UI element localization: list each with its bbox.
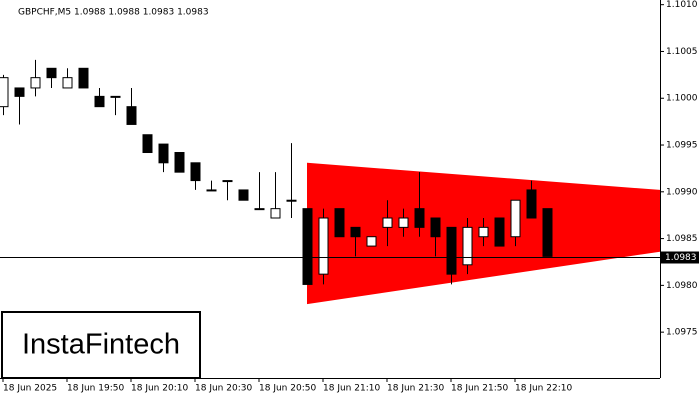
candle-body (382, 217, 393, 228)
candle-body (350, 226, 361, 238)
candle-body (510, 199, 521, 238)
candle-body (526, 189, 537, 219)
candle-body (94, 95, 105, 108)
candle-body (366, 236, 377, 247)
candle-body (478, 226, 489, 238)
candle-body (78, 67, 89, 89)
candle-body (158, 143, 169, 164)
candle-body (0, 77, 9, 108)
x-tick-label: 18 Jun 20:30 (195, 384, 252, 394)
logo: InstaFintech (22, 329, 180, 361)
candle-body (222, 180, 233, 183)
candle-body (30, 77, 41, 89)
y-tick-label: 1.0985 (666, 234, 698, 244)
candle-body (542, 208, 553, 257)
x-tick-label: 18 Jun 21:50 (451, 384, 508, 394)
candle-body (46, 67, 57, 79)
x-tick-label: 18 Jun 21:30 (387, 384, 444, 394)
x-tick-label: 18 Jun 21:10 (323, 384, 380, 394)
candle-body (462, 226, 473, 266)
logo-box (1, 311, 201, 379)
candle-body (318, 217, 329, 275)
candle-body (286, 199, 297, 202)
y-tick-label: 1.1010 (666, 0, 698, 10)
x-tick-label: 18 Jun 20:10 (131, 384, 188, 394)
y-tick-label: 1.0980 (666, 281, 698, 291)
x-tick-label: 18 Jun 22:10 (515, 384, 572, 394)
candle-body (206, 189, 217, 192)
plot-layer (0, 59, 553, 285)
last-price-box (661, 251, 699, 264)
candle-body (14, 87, 25, 97)
last-price-label: 1.0983 (665, 253, 697, 263)
candle-body (414, 208, 425, 228)
y-tick-label: 1.1005 (666, 47, 698, 57)
y-tick-label: 1.1000 (666, 94, 698, 104)
candle-body (174, 152, 185, 173)
candle-body (334, 208, 345, 238)
y-tick-label: 1.0990 (666, 187, 698, 197)
candle-body (110, 95, 121, 98)
candle-body (446, 226, 457, 275)
y-tick-label: 1.0995 (666, 141, 698, 151)
candle-body (398, 217, 409, 228)
candle-body (270, 208, 281, 219)
x-tick-label: 18 Jun 2025 (3, 384, 57, 394)
x-tick-label: 18 Jun 19:50 (67, 384, 124, 394)
candle-body (302, 208, 313, 285)
x-tick-label: 18 Jun 20:50 (259, 384, 316, 394)
candle-body (254, 208, 265, 211)
candle-body (190, 162, 201, 182)
chart-title: GBPCHF,M5 1.0988 1.0988 1.0983 1.0983 (18, 8, 209, 18)
candle-body (494, 217, 505, 247)
y-tick-label: 1.0975 (666, 328, 698, 338)
candle-body (62, 77, 73, 89)
candle-body (238, 189, 249, 201)
candle-body (430, 217, 441, 238)
candle-body (142, 134, 153, 154)
candle-body (126, 106, 137, 125)
